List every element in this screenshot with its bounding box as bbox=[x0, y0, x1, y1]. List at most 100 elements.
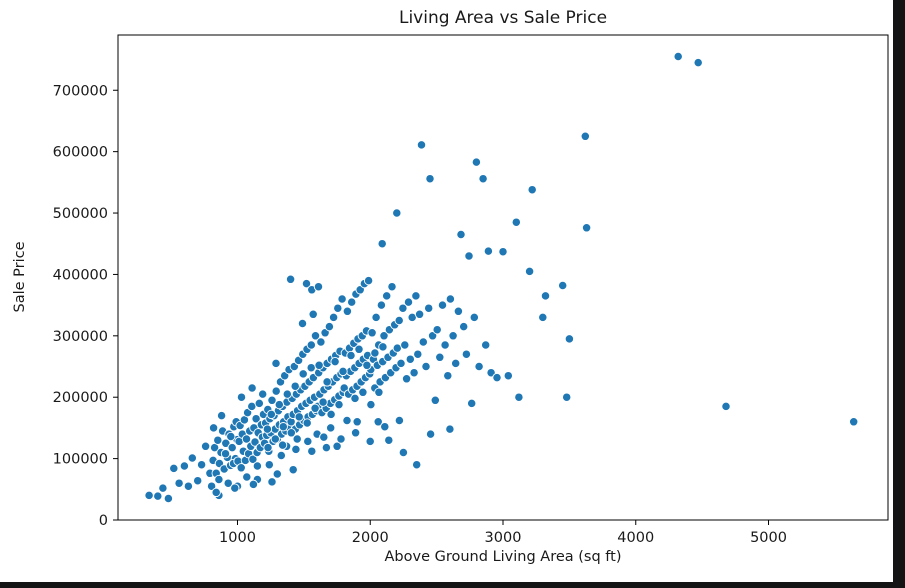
data-point bbox=[581, 223, 592, 233]
data-point bbox=[382, 291, 392, 301]
data-point bbox=[478, 174, 488, 184]
data-point bbox=[464, 251, 474, 261]
data-point bbox=[248, 479, 259, 490]
data-point bbox=[394, 415, 405, 426]
data-point bbox=[208, 423, 219, 433]
data-point bbox=[398, 303, 408, 313]
y-tick-label: 600000 bbox=[53, 145, 108, 161]
data-point bbox=[374, 387, 384, 397]
data-point bbox=[342, 415, 352, 426]
data-point bbox=[223, 478, 233, 488]
data-point bbox=[511, 217, 521, 227]
data-point bbox=[221, 438, 231, 448]
data-point bbox=[366, 399, 376, 410]
data-point bbox=[276, 450, 286, 461]
data-point bbox=[459, 321, 469, 332]
data-point bbox=[430, 395, 440, 405]
data-point bbox=[435, 352, 445, 362]
data-point bbox=[413, 349, 423, 359]
data-point bbox=[301, 278, 312, 289]
data-point bbox=[849, 417, 859, 427]
data-point bbox=[461, 349, 472, 359]
data-point bbox=[285, 274, 296, 284]
data-point bbox=[467, 398, 477, 409]
data-point bbox=[416, 140, 427, 150]
data-point bbox=[405, 354, 415, 364]
data-point bbox=[474, 361, 484, 372]
data-point bbox=[693, 57, 703, 68]
data-point bbox=[427, 331, 438, 341]
data-point bbox=[307, 446, 317, 456]
data-point bbox=[330, 356, 340, 367]
data-point bbox=[401, 374, 412, 384]
data-point bbox=[363, 275, 374, 286]
data-point bbox=[432, 325, 442, 335]
data-point bbox=[380, 422, 390, 432]
data-point bbox=[456, 229, 466, 240]
data-point bbox=[292, 434, 302, 444]
data-point bbox=[266, 409, 276, 420]
data-point bbox=[673, 51, 683, 62]
x-tick-label: 3000 bbox=[485, 530, 522, 546]
y-tick-label: 500000 bbox=[53, 206, 108, 222]
data-point bbox=[326, 409, 336, 420]
data-point bbox=[322, 377, 332, 387]
data-point bbox=[333, 303, 343, 313]
data-point bbox=[220, 449, 231, 459]
data-point bbox=[310, 403, 320, 413]
data-point bbox=[319, 432, 329, 442]
data-point bbox=[346, 350, 356, 361]
data-point bbox=[267, 477, 277, 487]
data-point bbox=[241, 434, 252, 444]
data-point bbox=[291, 444, 301, 455]
data-point bbox=[313, 282, 324, 292]
data-point bbox=[236, 463, 246, 473]
data-point bbox=[424, 303, 434, 313]
data-point bbox=[418, 337, 428, 347]
data-point bbox=[524, 266, 535, 277]
data-point bbox=[337, 294, 347, 304]
data-point bbox=[332, 441, 342, 451]
data-point bbox=[445, 294, 456, 304]
data-point bbox=[328, 312, 339, 323]
data-point bbox=[471, 157, 482, 167]
data-point bbox=[362, 360, 372, 370]
data-point bbox=[445, 424, 455, 434]
data-point bbox=[187, 453, 197, 463]
data-point bbox=[247, 383, 257, 393]
data-point bbox=[538, 312, 548, 323]
data-point bbox=[326, 423, 336, 433]
x-tick-label: 2000 bbox=[352, 530, 389, 546]
data-point bbox=[179, 461, 190, 471]
data-point bbox=[342, 306, 353, 316]
data-point bbox=[411, 291, 421, 301]
data-point bbox=[308, 309, 318, 319]
data-point bbox=[453, 306, 464, 316]
y-tick-label: 100000 bbox=[53, 452, 108, 468]
data-point bbox=[558, 280, 568, 291]
data-point bbox=[288, 465, 298, 475]
data-point bbox=[379, 331, 389, 341]
data-point bbox=[481, 340, 491, 350]
data-point bbox=[486, 368, 496, 378]
data-point bbox=[373, 417, 383, 427]
data-point bbox=[242, 472, 252, 482]
data-point bbox=[400, 340, 410, 350]
data-point bbox=[297, 318, 308, 329]
chart-title: Living Area vs Sale Price bbox=[398, 8, 608, 28]
data-point bbox=[425, 174, 435, 184]
data-point bbox=[211, 487, 221, 498]
data-point bbox=[370, 348, 380, 358]
data-point bbox=[271, 358, 281, 369]
data-point bbox=[271, 386, 281, 396]
data-point bbox=[248, 454, 258, 464]
data-point bbox=[514, 392, 524, 402]
data-point bbox=[562, 392, 572, 402]
data-point bbox=[469, 312, 479, 323]
x-tick-label: 4000 bbox=[617, 530, 654, 546]
data-point bbox=[270, 434, 280, 444]
data-point bbox=[540, 291, 551, 301]
data-point bbox=[226, 431, 236, 442]
data-point bbox=[298, 369, 308, 379]
data-point bbox=[440, 340, 450, 350]
